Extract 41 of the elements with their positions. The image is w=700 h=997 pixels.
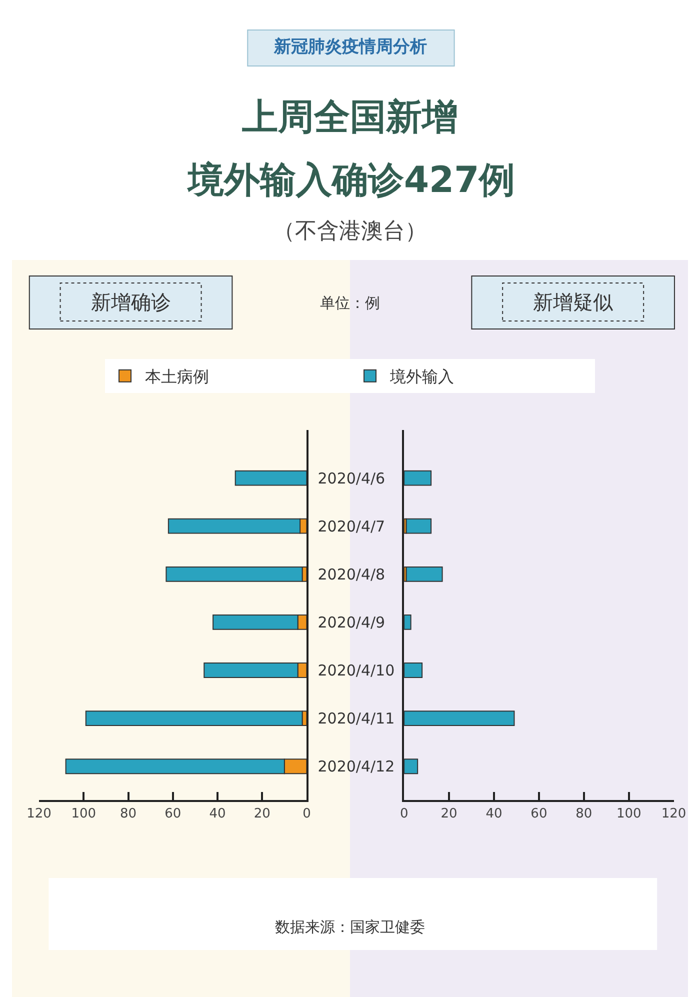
bar: [404, 758, 418, 774]
x-tick-label: 120: [26, 806, 52, 822]
bar: [404, 662, 423, 678]
source-note: 数据来源：国家卫健委: [275, 918, 425, 936]
bar: [234, 470, 307, 486]
bar: [404, 470, 432, 486]
chart-title: 新增确诊: [91, 290, 171, 314]
text: 上周全国新增: [242, 97, 458, 138]
text: （不含港澳台）: [273, 219, 427, 244]
x-tick-label: 40: [486, 806, 502, 822]
x-tick-label: 0: [302, 806, 311, 822]
chart-title: 新增疑似: [533, 290, 613, 314]
bar: [85, 710, 303, 726]
text: 境外输入确诊427例: [186, 160, 516, 201]
x-tick-label: 60: [530, 806, 548, 822]
x-tick-label: 60: [164, 806, 182, 822]
x-tick-label: 40: [209, 806, 226, 822]
y-tick-label: 2020/4/12: [318, 758, 395, 776]
y-tick-label: 2020/4/10: [318, 662, 395, 680]
x-tick-label: 20: [440, 806, 458, 822]
x-tick-label: 100: [616, 806, 642, 822]
text: 单位：例: [320, 294, 380, 312]
y-tick-label: 2020/4/8: [318, 565, 386, 584]
legend-label: 本土病例: [145, 367, 209, 386]
bar: [166, 566, 303, 582]
y-tick-label: 2020/4/7: [318, 517, 386, 536]
y-tick-label: 2020/4/9: [318, 613, 386, 632]
bar: [406, 566, 443, 582]
text: 新冠肺炎疫情周分析: [273, 37, 427, 57]
bar: [406, 518, 432, 534]
y-tick-label: 2020/4/6: [318, 469, 386, 488]
x-tick-label: 0: [400, 806, 408, 822]
bar: [404, 614, 412, 630]
bar: [404, 710, 515, 726]
x-tick-label: 120: [661, 806, 686, 822]
x-tick-label: 80: [120, 806, 137, 822]
y-tick-label: 2020/4/11: [318, 710, 395, 728]
x-tick-label: 80: [576, 806, 592, 822]
x-tick-label: 100: [71, 806, 96, 822]
x-tick-label: 20: [254, 806, 270, 822]
legend-label: 境外输入: [389, 367, 454, 386]
